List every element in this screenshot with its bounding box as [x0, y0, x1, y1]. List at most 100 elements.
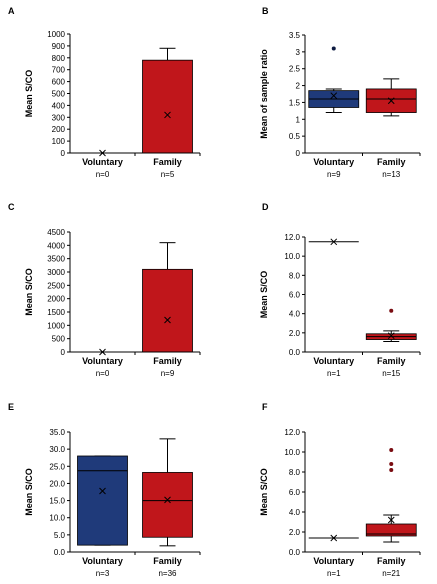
y-tick-label: 4500 — [47, 228, 65, 237]
n-label: n=36 — [158, 569, 177, 578]
y-tick-label: 0.0 — [289, 348, 301, 357]
x-tick-label: Voluntary — [82, 356, 123, 366]
y-tick-label: 0.5 — [289, 132, 301, 141]
y-tick-label: 400 — [52, 101, 66, 110]
y-tick-label: 1000 — [47, 30, 65, 39]
panel-label: A — [8, 6, 15, 16]
n-label: n=0 — [96, 369, 110, 378]
mean-marker — [387, 332, 395, 340]
y-tick-label: 2.0 — [289, 329, 301, 338]
x-tick-label: Voluntary — [313, 356, 354, 366]
y-tick-label: 0.0 — [289, 548, 301, 557]
y-tick-label: 1.5 — [289, 98, 301, 107]
y-tick-label: 100 — [52, 137, 66, 146]
n-label: n=1 — [327, 369, 341, 378]
y-axis-label: Mean S/CO — [259, 468, 269, 516]
y-tick-label: 1 — [296, 115, 301, 124]
y-tick-label: 4.0 — [289, 310, 301, 319]
mean-marker — [330, 238, 338, 246]
n-label: n=21 — [382, 569, 401, 578]
y-tick-label: 600 — [52, 78, 66, 87]
n-label: n=9 — [161, 369, 175, 378]
outlier — [389, 462, 394, 466]
x-tick-label: Family — [377, 157, 406, 167]
box — [142, 472, 193, 538]
y-tick-label: 10.0 — [49, 514, 65, 523]
mean-marker — [387, 516, 395, 524]
y-tick-label: 10.0 — [284, 252, 300, 261]
y-tick-label: 3500 — [47, 255, 65, 264]
y-tick-label: 0.0 — [54, 548, 66, 557]
mean-marker — [99, 487, 106, 495]
y-tick-label: 900 — [52, 42, 66, 51]
y-tick-label: 5.0 — [54, 531, 66, 540]
x-tick-label: Family — [153, 556, 182, 566]
mean-marker — [164, 111, 171, 119]
panel-label: C — [8, 202, 15, 212]
y-tick-label: 20.0 — [49, 479, 65, 488]
n-label: n=13 — [382, 170, 401, 179]
y-tick-label: 8.0 — [289, 271, 301, 280]
x-tick-label: Family — [377, 556, 406, 566]
y-tick-label: 2.0 — [289, 528, 301, 537]
y-tick-label: 3000 — [47, 268, 65, 277]
mean-marker — [99, 348, 106, 356]
panel-label: D — [262, 202, 269, 212]
y-tick-label: 3 — [296, 48, 301, 57]
outlier — [389, 468, 394, 472]
panel-label: E — [8, 402, 14, 412]
y-tick-label: 0 — [296, 149, 301, 158]
x-tick-label: Family — [153, 356, 182, 366]
y-tick-label: 6.0 — [289, 488, 301, 497]
y-tick-label: 6.0 — [289, 291, 301, 300]
mean-marker — [387, 97, 395, 105]
y-tick-label: 700 — [52, 66, 66, 75]
x-tick-label: Voluntary — [313, 556, 354, 566]
y-axis-label: Mean S/CO — [24, 70, 34, 118]
y-tick-label: 12.0 — [284, 233, 300, 242]
n-label: n=9 — [327, 170, 341, 179]
x-tick-label: Voluntary — [82, 556, 123, 566]
x-tick-label: Voluntary — [313, 157, 354, 167]
y-tick-label: 2500 — [47, 281, 65, 290]
box — [142, 59, 193, 154]
mean-marker — [164, 496, 171, 504]
y-tick-label: 4.0 — [289, 508, 301, 517]
y-tick-label: 0 — [61, 149, 66, 158]
y-tick-label: 35.0 — [49, 428, 65, 437]
n-label: n=15 — [382, 369, 401, 378]
y-tick-label: 3.5 — [289, 31, 301, 40]
y-tick-label: 0 — [61, 348, 66, 357]
y-tick-label: 300 — [52, 113, 66, 122]
panel-label: B — [262, 6, 269, 16]
y-axis-label: Mean of sample ratio — [259, 49, 269, 139]
y-tick-label: 500 — [52, 335, 66, 344]
y-tick-label: 2000 — [47, 295, 65, 304]
y-tick-label: 500 — [52, 90, 66, 99]
y-tick-label: 15.0 — [49, 497, 65, 506]
y-tick-label: 4000 — [47, 241, 65, 250]
n-label: n=5 — [161, 170, 175, 179]
y-axis-label: Mean S/CO — [24, 268, 34, 316]
y-tick-label: 25.0 — [49, 462, 65, 471]
y-tick-label: 30.0 — [49, 445, 65, 454]
outlier — [389, 308, 394, 313]
box — [77, 455, 128, 546]
n-label: n=0 — [96, 170, 110, 179]
y-tick-label: 1000 — [47, 321, 65, 330]
mean-marker — [99, 149, 106, 157]
mean-marker — [330, 534, 338, 542]
box — [365, 523, 417, 537]
y-tick-label: 1500 — [47, 308, 65, 317]
y-tick-label: 800 — [52, 54, 66, 63]
y-tick-label: 8.0 — [289, 468, 301, 477]
mean-marker — [164, 316, 171, 324]
outlier — [389, 448, 394, 452]
x-tick-label: Family — [377, 356, 406, 366]
n-label: n=3 — [96, 569, 110, 578]
y-tick-label: 2.5 — [289, 65, 301, 74]
y-axis-label: Mean S/CO — [24, 468, 34, 516]
mean-marker — [330, 92, 338, 100]
y-tick-label: 10.0 — [284, 448, 300, 457]
